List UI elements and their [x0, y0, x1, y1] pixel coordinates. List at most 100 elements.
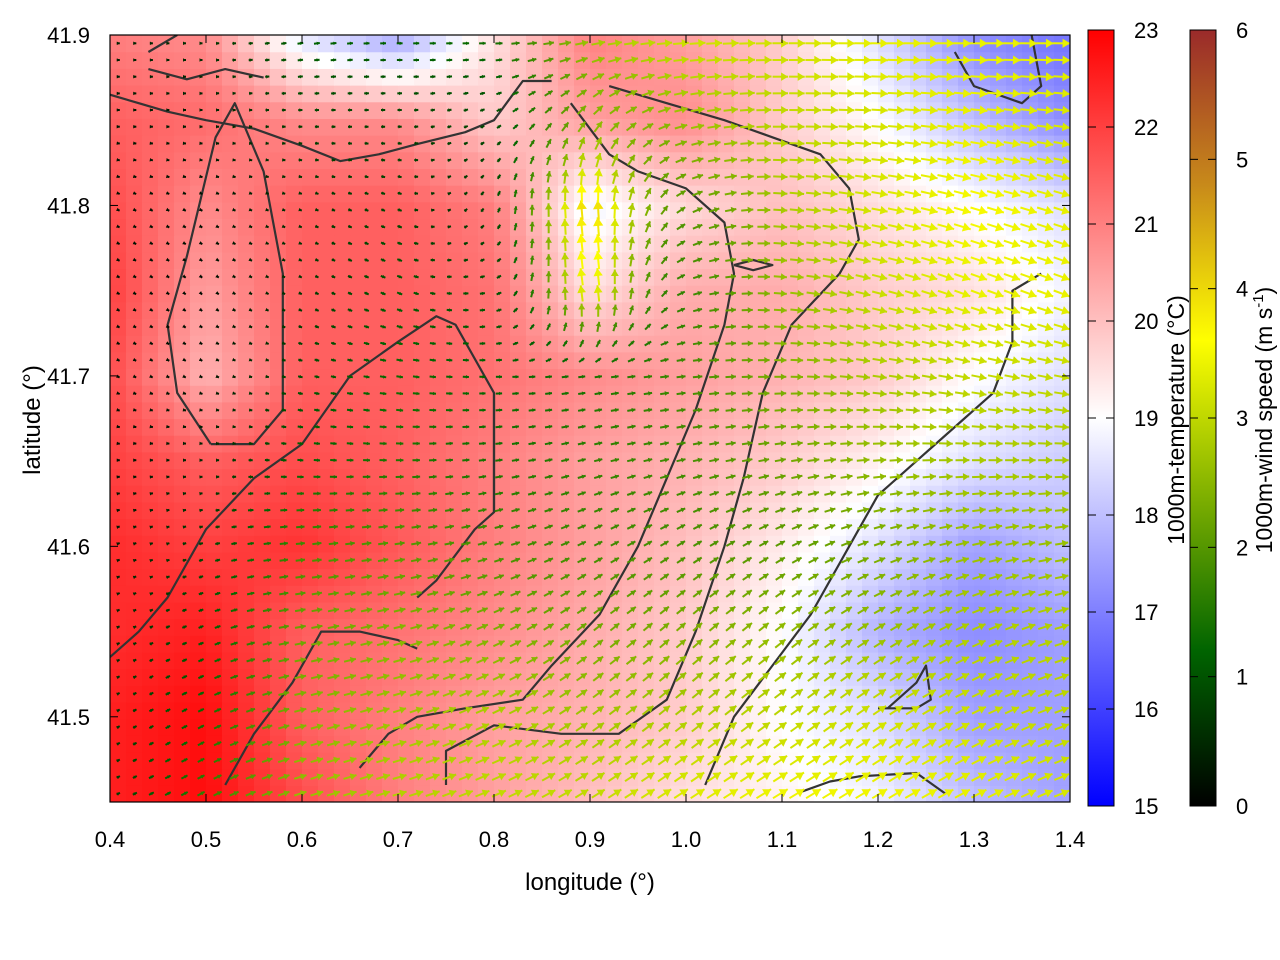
- heatmap-cell: [686, 685, 703, 703]
- heatmap-cell: [366, 685, 383, 703]
- heatmap-cell: [494, 585, 511, 603]
- heatmap-cell: [334, 535, 351, 553]
- heatmap-cell: [206, 35, 223, 53]
- heatmap-cell: [174, 51, 191, 69]
- heatmap-cell: [158, 135, 175, 153]
- heatmap-cell: [510, 201, 527, 220]
- heatmap-cell: [702, 685, 719, 703]
- heatmap-cell: [222, 51, 239, 69]
- heatmap-cell: [174, 468, 191, 486]
- heatmap-cell: [894, 585, 911, 603]
- heatmap-cell: [334, 751, 351, 770]
- heatmap-cell: [462, 601, 479, 620]
- heatmap-cell: [734, 601, 751, 620]
- heatmap-cell: [286, 718, 303, 736]
- heatmap-cell: [414, 685, 431, 703]
- heatmap-cell: [174, 335, 191, 353]
- heatmap-cell: [222, 718, 239, 736]
- heatmap-cell: [254, 735, 271, 753]
- heatmap-cell: [638, 218, 655, 236]
- heatmap-cell: [350, 118, 367, 136]
- heatmap-cell: [302, 701, 319, 720]
- heatmap-cell: [510, 235, 527, 253]
- heatmap-cell: [174, 201, 191, 220]
- heatmap-cell: [654, 585, 671, 603]
- heatmap-cell: [254, 768, 271, 786]
- heatmap-cell: [158, 151, 175, 169]
- heatmap-cell: [350, 285, 367, 303]
- heatmap-cell: [174, 485, 191, 503]
- heatmap-cell: [798, 535, 815, 553]
- heatmap-cell: [414, 735, 431, 753]
- heatmap-cell: [494, 551, 511, 570]
- heatmap-cell: [942, 585, 959, 603]
- heatmap-cell: [414, 718, 431, 736]
- heatmap-cell: [942, 685, 959, 703]
- heatmap-cell: [318, 551, 335, 570]
- heatmap-cell: [382, 618, 399, 636]
- heatmap-cell: [462, 685, 479, 703]
- heatmap-cell: [718, 701, 735, 720]
- heatmap-cell: [638, 201, 655, 220]
- heatmap-cell: [542, 268, 559, 286]
- heatmap-cell: [318, 668, 335, 686]
- heatmap-cell: [222, 301, 239, 320]
- heatmap-cell: [302, 751, 319, 770]
- heatmap-cell: [462, 651, 479, 670]
- heatmap-cell: [750, 535, 767, 553]
- heatmap-cell: [654, 285, 671, 303]
- heatmap-cell: [734, 685, 751, 703]
- heatmap-cell: [174, 35, 191, 53]
- heatmap-cell: [190, 551, 207, 570]
- heatmap-cell: [734, 735, 751, 753]
- heatmap-cell: [206, 768, 223, 786]
- heatmap-cell: [462, 718, 479, 736]
- heatmap-cell: [670, 585, 687, 603]
- heatmap-cell: [542, 251, 559, 270]
- heatmap-cell: [478, 618, 495, 636]
- heatmap-cell: [222, 251, 239, 270]
- heatmap-cell: [398, 551, 415, 570]
- heatmap-cell: [206, 318, 223, 336]
- heatmap-cell: [430, 718, 447, 736]
- heatmap-cell: [350, 301, 367, 320]
- heatmap-cell: [206, 568, 223, 586]
- heatmap-cell: [318, 785, 335, 802]
- heatmap-cell: [206, 635, 223, 653]
- heatmap-cell: [398, 685, 415, 703]
- heatmap-cell: [286, 585, 303, 603]
- heatmap-cell: [910, 635, 927, 653]
- heatmap-cell: [766, 585, 783, 603]
- heatmap-cell: [446, 535, 463, 553]
- heatmap-cell: [478, 635, 495, 653]
- heatmap-cell: [270, 551, 287, 570]
- heatmap-cell: [318, 701, 335, 720]
- heatmap-cell: [718, 668, 735, 686]
- heatmap-cell: [318, 535, 335, 553]
- heatmap-cell: [846, 535, 863, 553]
- heatmap-cell: [158, 401, 175, 420]
- heatmap-cell: [734, 568, 751, 586]
- heatmap-cell: [238, 785, 255, 802]
- heatmap-cell: [222, 201, 239, 220]
- heatmap-cell: [206, 701, 223, 720]
- heatmap-cell: [222, 401, 239, 420]
- heatmap-cell: [366, 651, 383, 670]
- heatmap-cell: [526, 218, 543, 236]
- heatmap-cell: [702, 635, 719, 653]
- heatmap-cell: [222, 318, 239, 336]
- heatmap-cell: [446, 785, 463, 802]
- heatmap-cell: [302, 535, 319, 553]
- heatmap-cell: [430, 585, 447, 603]
- heatmap-cell: [814, 551, 831, 570]
- heatmap-cell: [558, 118, 575, 136]
- heatmap-cell: [910, 585, 927, 603]
- heatmap-cell: [878, 618, 895, 636]
- heatmap-cell: [526, 101, 543, 119]
- heatmap-cell: [206, 501, 223, 520]
- heatmap-cell: [222, 335, 239, 353]
- heatmap-cell: [878, 551, 895, 570]
- temperature-heatmap: [110, 35, 1070, 802]
- heatmap-cell: [190, 368, 207, 386]
